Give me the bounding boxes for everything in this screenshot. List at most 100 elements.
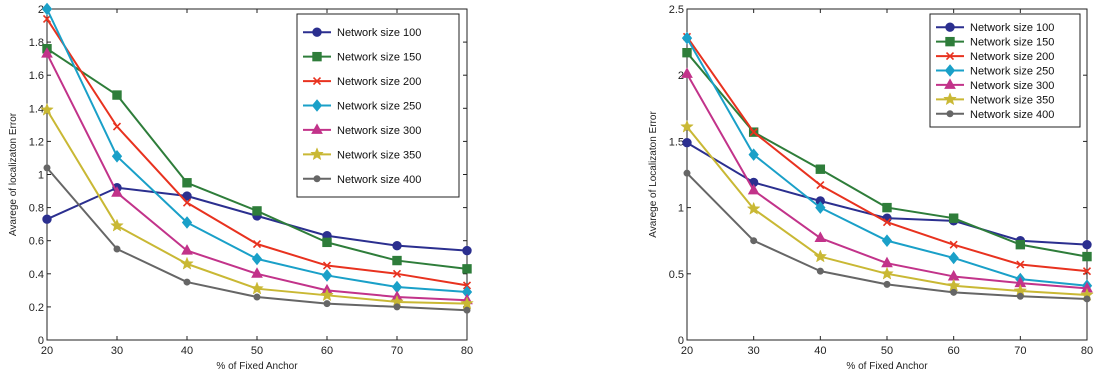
data-point bbox=[392, 240, 402, 251]
data-point bbox=[1016, 292, 1024, 300]
legend-item: Network size 250 bbox=[936, 64, 1054, 78]
data-point bbox=[462, 264, 472, 274]
data-point bbox=[681, 67, 693, 78]
data-point bbox=[749, 128, 758, 137]
y-tick-label: 2 bbox=[38, 4, 44, 16]
legend-marker bbox=[946, 110, 954, 118]
data-point bbox=[322, 237, 332, 248]
legend-item: Network size 200 bbox=[303, 76, 421, 88]
x-tick-label: 50 bbox=[251, 345, 263, 357]
y-tick-label: 0.5 bbox=[669, 269, 684, 281]
data-point bbox=[463, 306, 471, 314]
y-tick-label: 0.8 bbox=[29, 203, 44, 215]
legend-item: Network size 400 bbox=[303, 174, 421, 186]
data-point bbox=[462, 281, 472, 290]
series-3 bbox=[42, 14, 472, 290]
legend-label: Network size 150 bbox=[970, 37, 1054, 49]
legend-label: Network size 350 bbox=[337, 149, 421, 161]
x-axis-label: % of Fixed Anchor bbox=[846, 361, 928, 372]
x-tick-label: 60 bbox=[948, 345, 960, 357]
y-tick-label: 0 bbox=[38, 335, 44, 347]
data-point bbox=[1016, 260, 1025, 269]
data-point bbox=[182, 178, 192, 188]
data-point bbox=[748, 148, 759, 161]
data-point bbox=[183, 278, 191, 286]
legend-label: Network size 100 bbox=[337, 27, 421, 39]
x-tick-label: 70 bbox=[1014, 345, 1026, 357]
data-point bbox=[1083, 295, 1091, 303]
y-tick-label: 1.6 bbox=[29, 70, 44, 82]
data-point bbox=[814, 231, 827, 243]
legend-label: Network size 200 bbox=[337, 76, 421, 88]
y-tick-label: 1.5 bbox=[669, 136, 684, 148]
data-point bbox=[43, 164, 51, 172]
legend-label: Network size 250 bbox=[337, 101, 421, 113]
data-point bbox=[949, 240, 958, 249]
data-point bbox=[462, 245, 472, 256]
data-point bbox=[682, 47, 692, 58]
data-point bbox=[880, 266, 894, 280]
data-point bbox=[881, 234, 893, 247]
data-point bbox=[111, 186, 123, 197]
data-point bbox=[815, 201, 826, 214]
data-point bbox=[112, 90, 122, 100]
series-4 bbox=[41, 2, 473, 299]
legend-marker bbox=[311, 123, 323, 134]
x-tick-label: 40 bbox=[814, 345, 826, 357]
legend-marker bbox=[944, 78, 956, 89]
legend-label: Network size 400 bbox=[337, 174, 421, 186]
data-point bbox=[252, 239, 262, 249]
x-tick-label: 20 bbox=[681, 345, 693, 357]
data-point bbox=[392, 269, 402, 278]
x-tick-label: 70 bbox=[391, 345, 403, 357]
data-point bbox=[42, 14, 52, 23]
legend-marker bbox=[312, 77, 322, 86]
data-point bbox=[41, 2, 53, 16]
data-point bbox=[181, 216, 193, 229]
data-point bbox=[460, 296, 474, 310]
legend-item: Network size 250 bbox=[303, 99, 421, 113]
data-point bbox=[251, 267, 263, 278]
legend: Network size 100 Network size 150 Network … bbox=[929, 13, 1081, 128]
data-point bbox=[323, 300, 331, 308]
data-point bbox=[946, 278, 961, 292]
data-point bbox=[321, 269, 333, 282]
data-point bbox=[883, 280, 891, 288]
data-point bbox=[182, 191, 192, 201]
data-point bbox=[111, 150, 123, 163]
data-point bbox=[392, 255, 402, 266]
data-point bbox=[815, 164, 826, 174]
y-tick-label: 2.5 bbox=[669, 4, 684, 16]
legend-label: Network size 300 bbox=[970, 80, 1054, 92]
legend-item: Network size 100 bbox=[303, 27, 421, 39]
legend-marker bbox=[944, 64, 956, 77]
legend-label: Network size 200 bbox=[970, 51, 1054, 63]
data-point bbox=[112, 122, 122, 131]
data-point bbox=[251, 252, 263, 266]
legend-item: Network size 300 bbox=[936, 78, 1054, 92]
data-point bbox=[813, 249, 828, 263]
data-point bbox=[182, 198, 192, 207]
data-point bbox=[250, 281, 264, 295]
data-point bbox=[747, 183, 760, 195]
data-point bbox=[680, 119, 694, 133]
legend-marker bbox=[312, 51, 322, 62]
series-6 bbox=[40, 102, 474, 310]
y-tick-label: 1.2 bbox=[29, 136, 44, 148]
chart-panel-1: 20 30 40 50 60 70 80 0 0.2 0.4 0.6 0.8 1 1.2 1.4 1.6 1.8… bbox=[8, 2, 474, 372]
data-point bbox=[882, 202, 892, 213]
data-point bbox=[1082, 239, 1092, 250]
data-point bbox=[816, 267, 824, 275]
data-point bbox=[180, 256, 194, 270]
data-point bbox=[948, 251, 959, 265]
data-point bbox=[113, 245, 121, 253]
legend-label: Network size 250 bbox=[970, 66, 1054, 78]
x-tick-label: 20 bbox=[41, 345, 53, 357]
data-point bbox=[393, 303, 401, 311]
data-point bbox=[683, 169, 691, 177]
data-point bbox=[750, 237, 758, 245]
legend-marker bbox=[943, 92, 957, 106]
data-point bbox=[1082, 267, 1092, 276]
data-point bbox=[40, 102, 54, 116]
